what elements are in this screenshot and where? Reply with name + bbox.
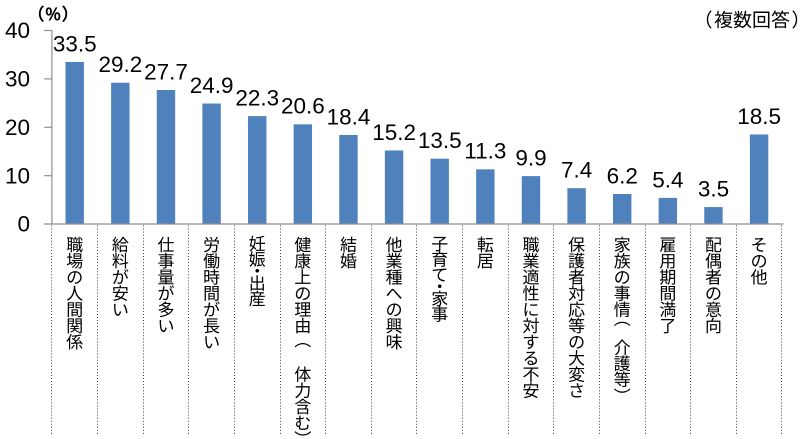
svg-text:3.5: 3.5 <box>698 176 729 201</box>
svg-text:6.2: 6.2 <box>607 163 638 188</box>
svg-text:20.6: 20.6 <box>281 94 325 119</box>
svg-text:11.3: 11.3 <box>464 139 506 164</box>
svg-text:33.5: 33.5 <box>53 31 97 56</box>
svg-text:7.4: 7.4 <box>561 158 592 183</box>
svg-text:0: 0 <box>17 212 30 237</box>
svg-text:18.5: 18.5 <box>737 104 781 129</box>
svg-text:10: 10 <box>5 163 30 188</box>
svg-text:24.9: 24.9 <box>190 73 234 98</box>
svg-text:20: 20 <box>5 115 30 140</box>
svg-text:29.2: 29.2 <box>98 52 142 77</box>
svg-text:30: 30 <box>5 67 30 92</box>
svg-text:13.5: 13.5 <box>418 128 462 153</box>
svg-text:40: 40 <box>5 18 30 43</box>
svg-text:18.4: 18.4 <box>327 104 371 129</box>
svg-text:5.4: 5.4 <box>652 167 683 192</box>
svg-text:22.3: 22.3 <box>235 86 279 111</box>
svg-text:9.9: 9.9 <box>515 146 546 171</box>
svg-text:27.7: 27.7 <box>144 59 188 84</box>
svg-text:15.2: 15.2 <box>372 120 416 145</box>
